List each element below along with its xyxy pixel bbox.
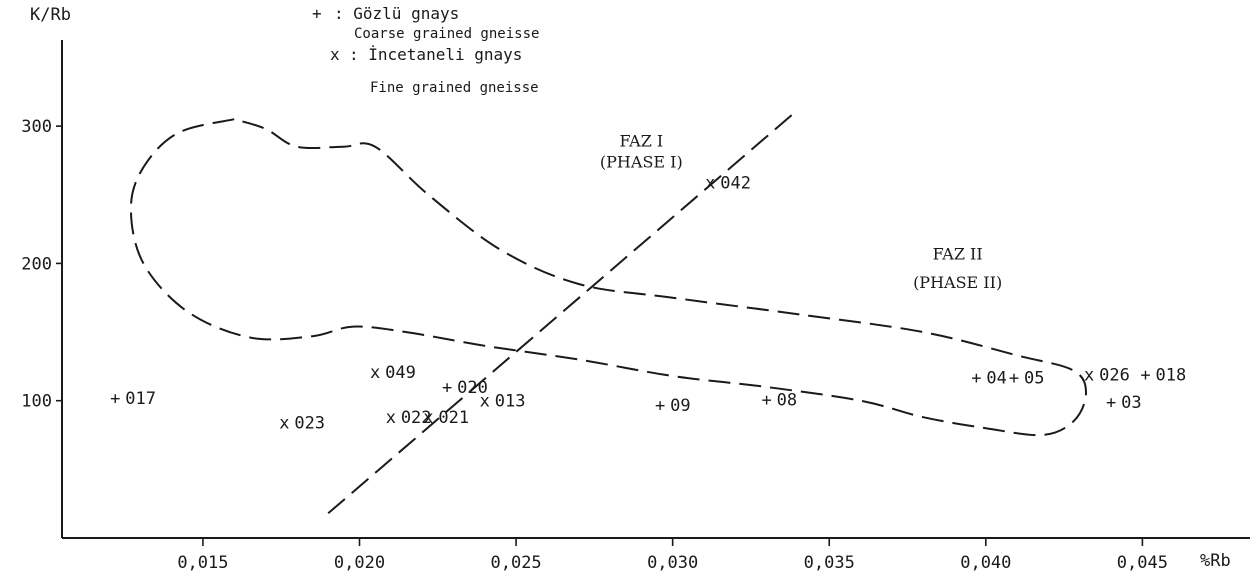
point-label: 04 bbox=[986, 368, 1006, 388]
x-tick-label: 0,040 bbox=[960, 553, 1011, 573]
point-marker: + bbox=[110, 389, 120, 409]
point-marker: x bbox=[1084, 366, 1094, 386]
x-tick-label: 0,025 bbox=[490, 553, 541, 573]
x-axis-title: %Rb bbox=[1200, 551, 1231, 571]
point-label: 021 bbox=[438, 408, 469, 428]
point-label: 03 bbox=[1121, 393, 1141, 413]
data-point: +09 bbox=[655, 396, 691, 416]
point-label: 049 bbox=[385, 363, 416, 383]
point-label: 026 bbox=[1099, 366, 1130, 386]
data-point: +03 bbox=[1106, 393, 1142, 413]
point-marker: + bbox=[442, 378, 452, 398]
x-tick-label: 0,020 bbox=[334, 553, 385, 573]
point-marker: + bbox=[761, 390, 771, 410]
x-tick-label: 0,035 bbox=[804, 553, 855, 573]
field-outline-1 bbox=[129, 118, 1088, 437]
point-marker: x bbox=[279, 414, 289, 434]
legend: + : Gözlü gnays Coarse grained gneisse x… bbox=[312, 4, 539, 96]
data-point: +020 bbox=[442, 378, 488, 398]
legend-label-coarse-en: Coarse grained gneisse bbox=[354, 26, 539, 42]
point-marker: x bbox=[705, 173, 715, 193]
y-tick-label: 100 bbox=[21, 392, 52, 412]
legend-label-fine-tr: : İncetaneli gnays bbox=[349, 45, 522, 64]
point-label: 020 bbox=[457, 378, 488, 398]
legend-symbol-coarse: + bbox=[312, 4, 322, 23]
field-sublabel-2: (PHASE II) bbox=[913, 273, 1002, 292]
point-marker: x bbox=[386, 408, 396, 428]
data-point: x 023 bbox=[279, 414, 325, 434]
point-marker: + bbox=[1106, 393, 1116, 413]
y-axis-title: K/Rb bbox=[30, 5, 71, 25]
data-point: x 021 bbox=[423, 408, 469, 428]
separator-line bbox=[327, 114, 793, 515]
point-label: 017 bbox=[125, 389, 156, 409]
x-tick-label: 0,015 bbox=[177, 553, 228, 573]
point-marker: + bbox=[971, 368, 981, 388]
data-point: +018 bbox=[1140, 366, 1186, 386]
data-point: x 013 bbox=[480, 392, 526, 412]
point-label: 013 bbox=[495, 392, 526, 412]
legend-label-coarse-tr: : Gözlü gnays bbox=[334, 4, 459, 23]
y-tick-label: 300 bbox=[21, 117, 52, 137]
point-label: 08 bbox=[777, 390, 797, 410]
field-label-2: FAZ II bbox=[933, 244, 983, 263]
point-marker: x bbox=[370, 363, 380, 383]
data-point: +05 bbox=[1009, 368, 1045, 388]
field-sublabel-1: (PHASE I) bbox=[600, 152, 683, 171]
y-tick-label: 200 bbox=[21, 254, 52, 274]
x-tick-label: 0,045 bbox=[1117, 553, 1168, 573]
data-point: x 026 bbox=[1084, 366, 1130, 386]
phase-fields: FAZ I(PHASE I) FAZ II (PHASE II) bbox=[129, 118, 1088, 437]
point-marker: x bbox=[423, 408, 433, 428]
data-point: x 042 bbox=[705, 173, 751, 193]
x-tick-label: 0,030 bbox=[647, 553, 698, 573]
point-label: 042 bbox=[720, 173, 751, 193]
point-label: 05 bbox=[1024, 368, 1044, 388]
separator-lines bbox=[327, 114, 793, 515]
point-label: 018 bbox=[1156, 366, 1187, 386]
point-marker: + bbox=[1009, 368, 1019, 388]
point-marker: + bbox=[655, 396, 665, 416]
point-marker: x bbox=[480, 392, 490, 412]
legend-label-fine-en: Fine grained gneisse bbox=[370, 80, 539, 96]
data-point: +04 bbox=[971, 368, 1007, 388]
data-point: +08 bbox=[761, 390, 797, 410]
field-label-1: FAZ I bbox=[619, 132, 663, 151]
point-label: 022 bbox=[401, 408, 432, 428]
data-point: x 022 bbox=[386, 408, 432, 428]
point-marker: + bbox=[1140, 366, 1150, 386]
point-label: 09 bbox=[670, 396, 690, 416]
legend-symbol-fine: x bbox=[330, 45, 340, 64]
data-point: x 049 bbox=[370, 363, 416, 383]
axes: 0,015 0,020 0,025 0,030 0,035 0,040 0,045 100 20… bbox=[21, 40, 1250, 573]
data-point: +017 bbox=[110, 389, 156, 409]
point-label: 023 bbox=[294, 414, 325, 434]
